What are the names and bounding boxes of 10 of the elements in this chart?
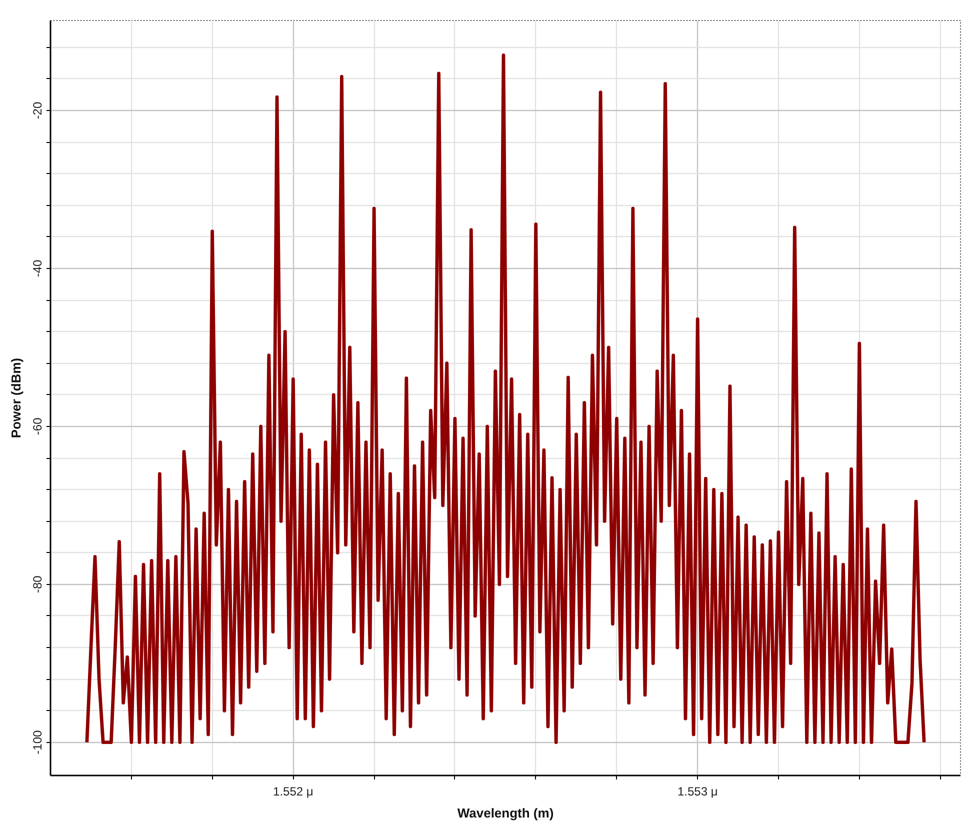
y-axis-title: Power (dBm) [8,358,24,438]
y-tick-label: -80 [30,575,44,594]
y-tick-label: -40 [30,259,44,278]
x-axis-title: Wavelength (m) [457,806,554,820]
x-tick-label: 1.553 μ [677,784,718,798]
line-series [85,54,926,744]
x-tick-label: 1.552 μ [273,784,314,798]
y-tick-label: -60 [30,417,44,436]
y-tick-label: -100 [30,730,44,754]
y-tick-label: -20 [30,102,44,120]
